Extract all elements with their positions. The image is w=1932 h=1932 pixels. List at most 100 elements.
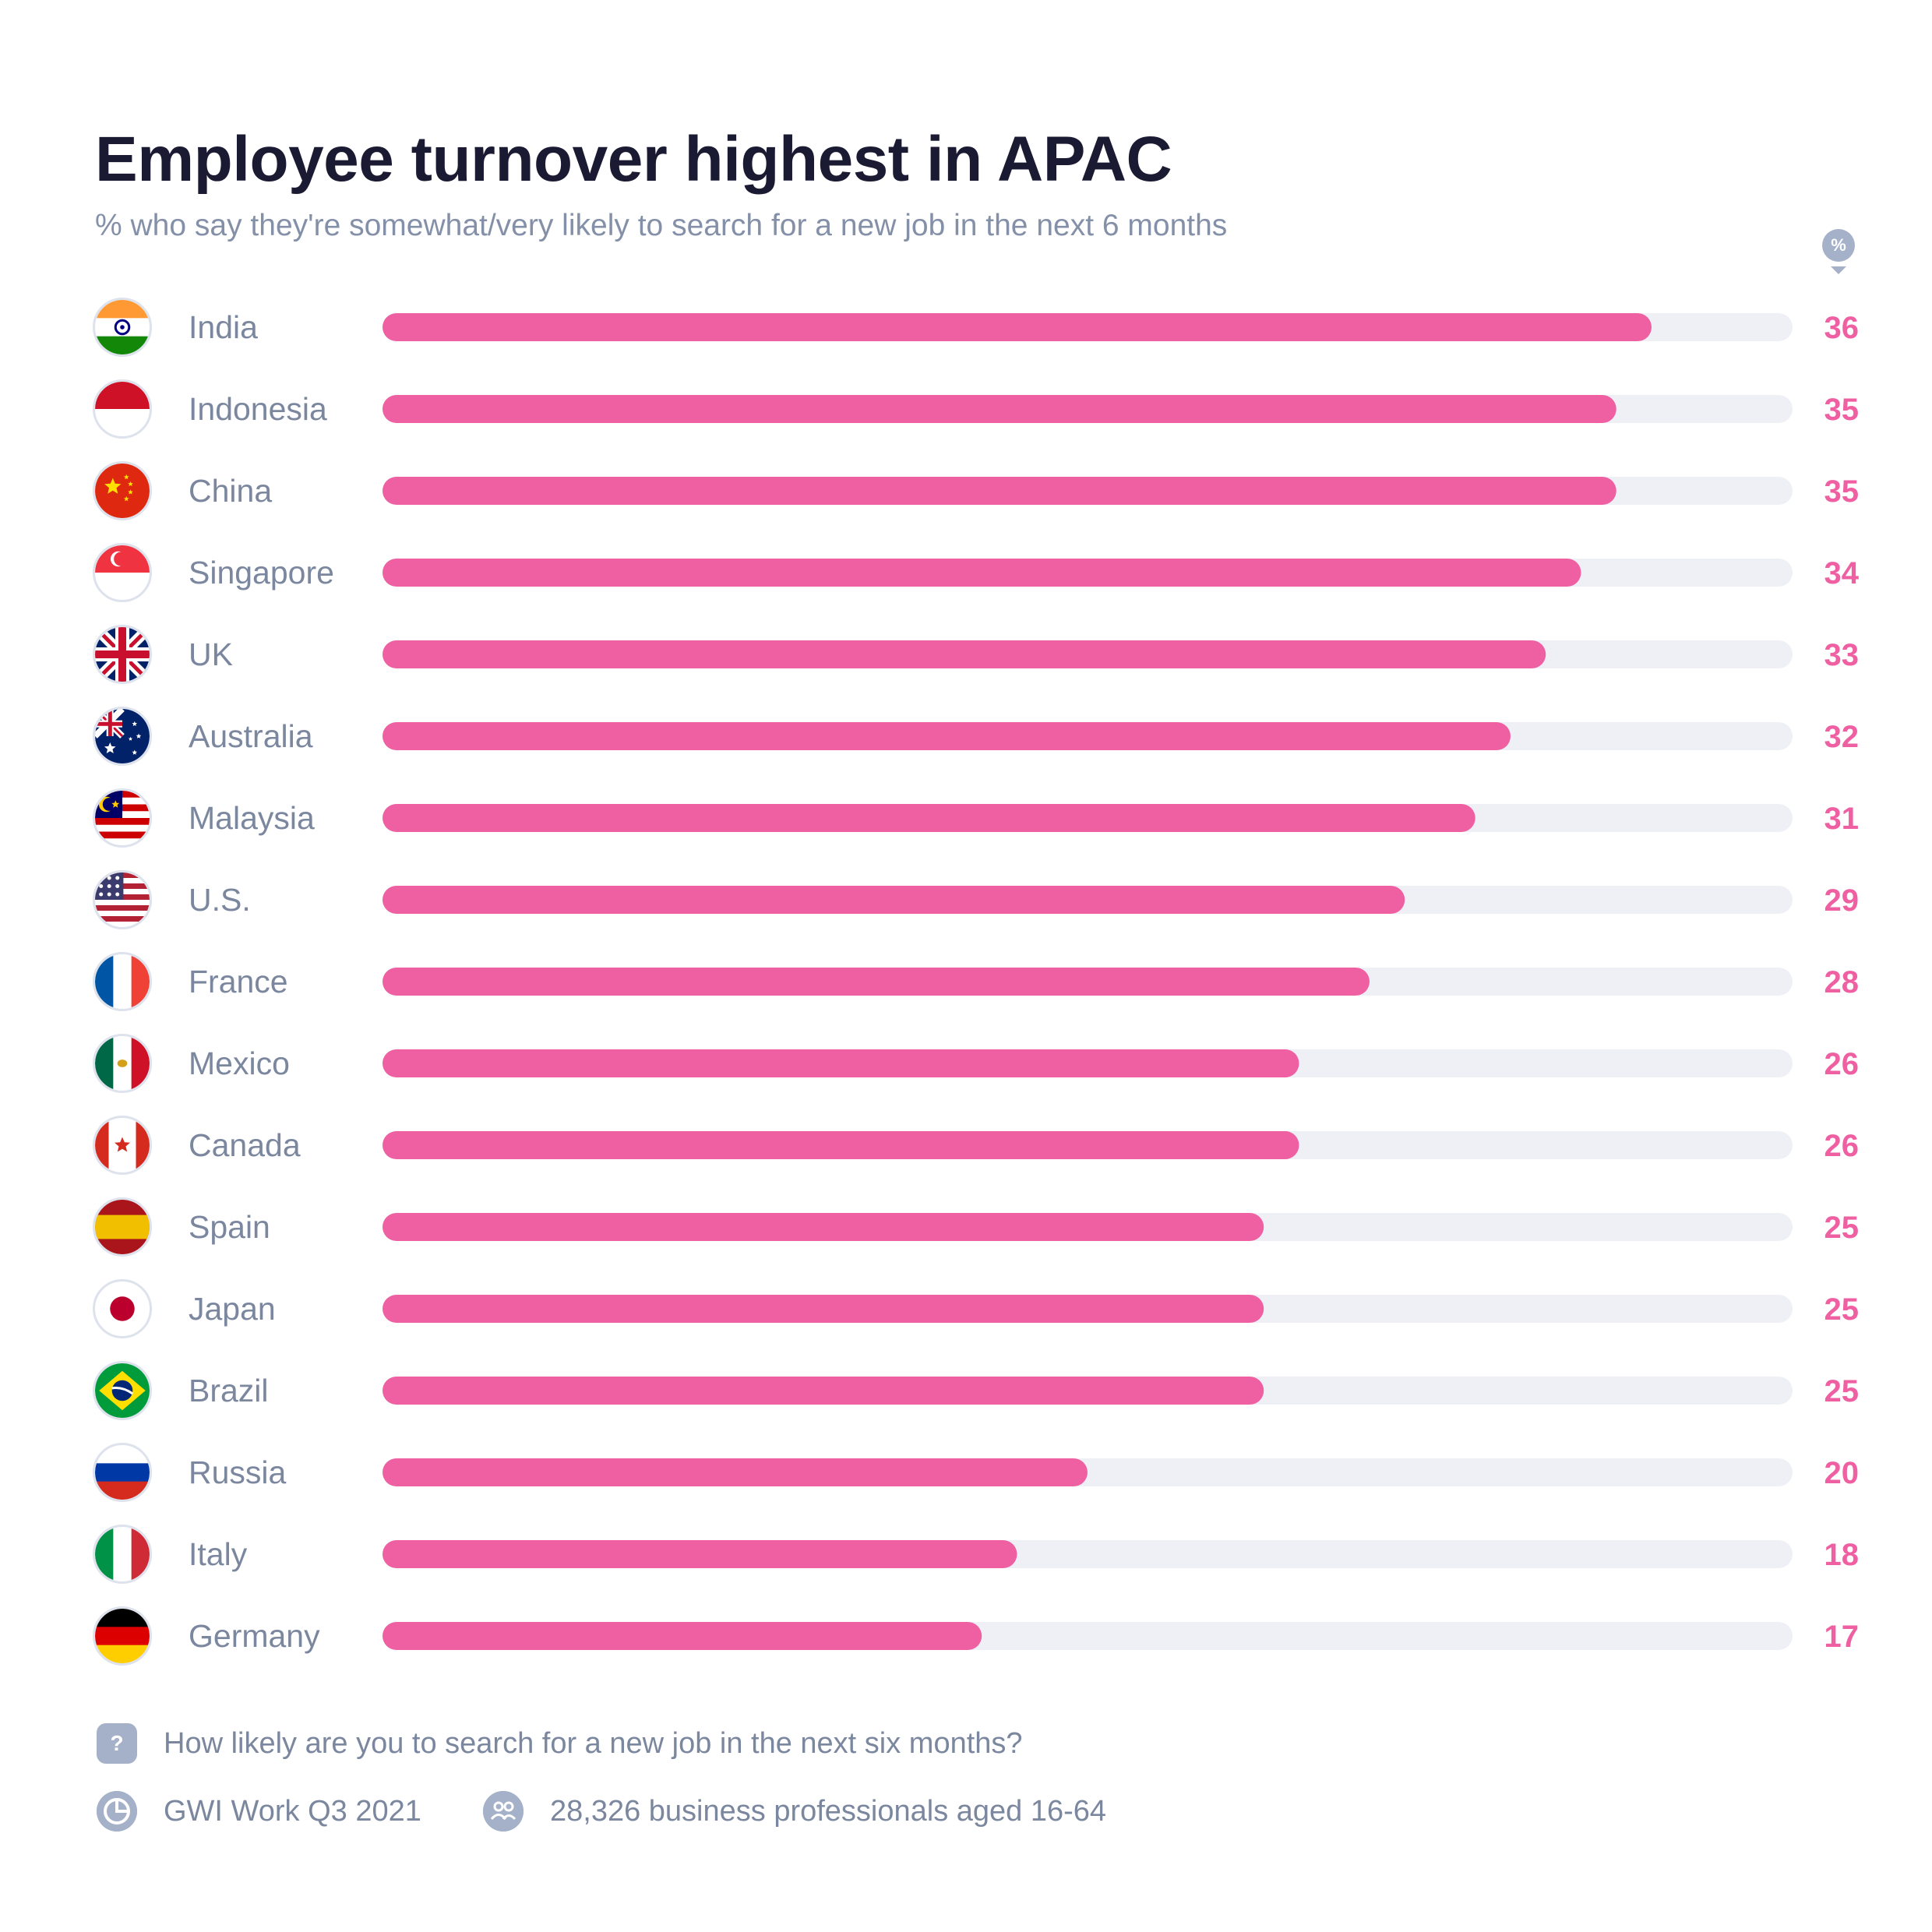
flag-ring [93, 625, 152, 684]
chart-title: Employee turnover highest in APAC [95, 124, 1172, 195]
germany-flag-icon [95, 1609, 150, 1663]
value-label: 28 [1824, 965, 1860, 999]
category-label: France [189, 964, 288, 999]
value-label: 35 [1824, 393, 1860, 427]
flag-ring [93, 379, 152, 439]
flag-ring [93, 543, 152, 602]
bar [383, 886, 1405, 914]
bar [383, 1458, 1088, 1486]
value-label: 36 [1824, 311, 1860, 345]
flag-ring [93, 298, 152, 357]
category-label: China [189, 473, 272, 509]
unit-badge-caret-icon [1831, 266, 1846, 274]
category-label: Australia [189, 718, 313, 754]
flag-ring [93, 1197, 152, 1257]
china-flag-icon [95, 464, 150, 518]
flag-ring [93, 461, 152, 520]
bar [383, 1295, 1264, 1323]
category-label: India [189, 309, 258, 345]
bar-row: Spain 25 [93, 1197, 1859, 1257]
us-flag-icon [95, 873, 150, 927]
bar [383, 722, 1511, 750]
footer-audience-text: 28,326 business professionals aged 16-64 [550, 1794, 1107, 1828]
canada-flag-icon [95, 1118, 150, 1172]
category-label: Malaysia [189, 800, 315, 836]
value-label: 25 [1824, 1374, 1860, 1408]
flag-ring [93, 1279, 152, 1338]
flag-ring [93, 1606, 152, 1666]
percent-unit-badge: % [1822, 229, 1855, 262]
russia-flag-icon [95, 1445, 150, 1500]
bar-row: Brazil 25 [93, 1361, 1860, 1420]
bar [383, 640, 1546, 668]
bar-row: U.S. 29 [93, 870, 1860, 929]
spain-flag-icon [95, 1200, 150, 1254]
bar-row: India 36 [93, 298, 1860, 357]
category-label: Germany [189, 1618, 320, 1654]
value-label: 35 [1824, 474, 1860, 509]
category-label: Brazil [189, 1373, 269, 1408]
bar-row: France 28 [93, 952, 1860, 1011]
bar-row: China 35 [93, 461, 1860, 520]
flag-ring [93, 707, 152, 766]
bar [383, 1540, 1017, 1568]
footer-question-text: How likely are you to search for a new j… [164, 1726, 1023, 1760]
bar [383, 477, 1616, 505]
bar-row: Japan 25 [93, 1279, 1860, 1338]
bar [383, 1622, 982, 1650]
value-label: 32 [1824, 720, 1860, 754]
indonesia-flag-icon [95, 382, 150, 436]
bar-row: Italy 18 [93, 1525, 1860, 1584]
value-label: 20 [1824, 1456, 1860, 1490]
bar [383, 1131, 1299, 1159]
japan-flag-icon [95, 1282, 150, 1336]
italy-flag-icon [95, 1527, 150, 1581]
category-label: U.S. [189, 882, 251, 918]
category-label: Singapore [189, 555, 334, 591]
bar-row: Russia 20 [93, 1443, 1860, 1502]
bar-row: Mexico 26 [93, 1034, 1860, 1093]
value-label: 34 [1824, 556, 1860, 591]
chart-subtitle: % who say they're somewhat/very likely t… [95, 209, 1228, 242]
category-label: Mexico [189, 1045, 290, 1081]
value-label: 18 [1824, 1538, 1860, 1572]
bar [383, 1049, 1299, 1077]
india-flag-icon [95, 300, 150, 354]
footer-audience-row: 28,326 business professionals aged 16-64 [483, 1791, 1106, 1832]
bar-row: UK 33 [93, 625, 1860, 684]
value-label: 29 [1824, 883, 1860, 918]
bar-row: Malaysia 31 [93, 788, 1860, 848]
bar [383, 1213, 1264, 1241]
category-label: Japan [189, 1291, 276, 1327]
gwi-logo-icon [97, 1791, 137, 1832]
value-label: 26 [1824, 1129, 1860, 1163]
bar [383, 804, 1475, 832]
value-label: 25 [1824, 1292, 1860, 1327]
bar-row: Canada 26 [93, 1116, 1860, 1175]
category-label: Russia [189, 1454, 287, 1490]
category-label: Indonesia [189, 391, 327, 427]
bar [383, 313, 1652, 341]
question-icon: ? [97, 1723, 137, 1764]
bar-row: Germany 17 [93, 1606, 1860, 1666]
value-label: 26 [1824, 1047, 1860, 1081]
value-label: 17 [1824, 1620, 1860, 1654]
bar-row: Indonesia 35 [93, 379, 1860, 439]
france-flag-icon [95, 954, 150, 1009]
category-label: Spain [189, 1209, 270, 1245]
category-label: UK [189, 636, 233, 672]
flag-ring [93, 870, 152, 929]
people-icon [483, 1791, 524, 1832]
brazil-flag-icon [95, 1363, 150, 1418]
bar-row: Australia 32 [93, 707, 1860, 766]
bar [383, 1377, 1264, 1405]
bar [383, 395, 1616, 423]
footer-source-row: GWI Work Q3 2021 [97, 1791, 421, 1832]
singapore-flag-icon [95, 545, 150, 600]
flag-ring [93, 952, 152, 1011]
category-label: Canada [189, 1127, 301, 1163]
malaysia-flag-icon [95, 791, 150, 845]
value-label: 31 [1824, 802, 1860, 836]
value-label: 33 [1824, 638, 1860, 672]
flag-ring [93, 1361, 152, 1420]
